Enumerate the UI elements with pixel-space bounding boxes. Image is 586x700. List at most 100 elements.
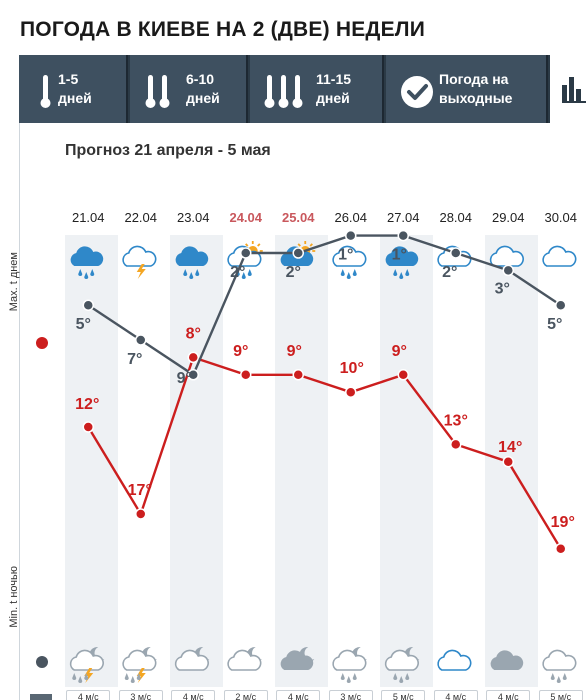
date-label: 21.04 [71,210,105,225]
tab-1-5-line1: 1-5 [58,71,79,87]
wind-speed: 3 м/с [328,690,373,700]
min-temp-label: 7° [127,351,142,368]
rain-cloud-icon [70,246,104,279]
night-thunderstorm-icon [122,646,157,683]
checkmark-circle-icon [401,76,433,108]
date-label: 30.04 [544,210,578,225]
moon-cloud-rain-icon [384,646,420,683]
max-temp-label: 10° [340,360,364,377]
max-temp-point [292,369,304,381]
date-label: 28.04 [439,210,473,225]
thermometer-2-icon [145,75,170,108]
max-temp-label: 8° [186,325,201,342]
min-temp-label: 1° [338,247,353,264]
night-thunderstorm-icon [69,646,105,683]
max-temp-point [82,421,94,433]
tab-weekend-line2: выходные [439,90,513,106]
min-temp-point [555,299,567,311]
dark-cloud-icon [490,650,524,670]
max-temp-point [397,369,409,381]
thunderstorm-icon [122,245,157,279]
min-temp-line [87,234,562,377]
max-temp-label: 13° [444,412,468,429]
max-temp-label: 14° [498,439,522,456]
forecast-title: Прогноз 21 апреля - 5 мая [65,142,271,159]
min-temp-label: 9° [177,370,192,387]
max-temp-line [87,355,562,550]
wind-speed: 3 м/с [118,690,163,700]
min-temp-point [135,334,147,346]
wind-speed: 4 м/с [171,690,216,700]
tab-6-10-line2: дней [186,90,220,106]
cloud-icon [489,245,524,267]
tab-6-10-days[interactable]: 6-10 дней [130,55,248,123]
min-temp-label: 1° [392,247,407,264]
max-temp-label: 9° [287,343,302,360]
min-temp-point [82,299,94,311]
tab-11-15-line2: дней [316,90,350,106]
wind-speed: 4 м/с [486,690,531,700]
min-temp-label: 5° [547,316,562,333]
min-temp-point [240,247,252,259]
cloud-rain-icon [542,649,577,683]
tab-weekend-line1: Погода на [439,71,509,87]
min-temp-label: 2° [286,264,301,281]
rain-cloud-icon [175,246,209,279]
min-temp-point [397,229,409,242]
max-temp-point [240,369,252,381]
max-temp-label: 12° [75,396,99,413]
max-temp-point [345,386,357,398]
forecast-panel [19,123,586,700]
wind-speed: 5 м/с [538,690,583,700]
rain-cloud-icon [385,246,419,279]
date-label: 29.04 [491,210,525,225]
tab-chart[interactable] [550,55,586,123]
min-temp-legend-dot [36,656,48,668]
page-title: ПОГОДА В КИЕВЕ НА 2 (ДВЕ) НЕДЕЛИ [20,18,425,41]
min-temp-label: 3° [495,280,510,297]
min-temp-label: 2° [230,264,245,281]
moon-cloud-dark-icon [280,646,315,670]
thermometer-3-icon [264,75,303,108]
moon-cloud-icon [174,646,210,671]
wind-speed: 4 м/с [433,690,478,700]
max-temp-label: 19° [551,514,575,531]
max-temp-point [502,456,514,468]
tab-1-5-line2: дней [58,90,92,106]
date-label: 24.04 [229,210,263,225]
day-stripe [275,235,328,687]
wind-speed: 2 м/с [223,690,268,700]
max-temp-label: 9° [233,343,248,360]
min-temp-label: 2° [442,264,457,281]
min-temp-point [502,264,514,277]
tab-11-15-line1: 11-15 [316,71,352,87]
min-temp-point [187,369,199,381]
date-label: 23.04 [176,210,210,225]
wind-speed: 4 м/с [276,690,321,700]
tab-weekend[interactable]: Погода на выходные [386,55,548,123]
tab-11-15-days[interactable]: 11-15 дней [250,55,384,123]
max-temp-point [187,351,199,364]
min-temp-point [345,229,357,242]
bar-chart-icon [562,77,586,103]
cloud-icon [437,649,472,671]
max-temp-point [450,438,462,451]
date-label: 26.04 [334,210,368,225]
day-stripe [170,235,223,687]
wind-speed: 5 м/с [381,690,426,700]
max-temp-point [135,508,147,520]
tab-6-10-line1: 6-10 [186,71,215,87]
date-label: 27.04 [386,210,420,225]
tab-1-5-days[interactable]: 1-5 дней [19,55,128,123]
max-temp-label: 9° [392,343,407,360]
wind-icon [30,694,52,700]
min-temp-point [450,247,462,259]
min-temp-point [292,247,304,259]
max-temp-point [555,543,567,555]
date-label: 25.04 [281,210,315,225]
max-temp-legend-dot [36,337,48,349]
cloud-icon [542,245,577,267]
date-label: 22.04 [124,210,158,225]
day-stripe [380,235,433,687]
